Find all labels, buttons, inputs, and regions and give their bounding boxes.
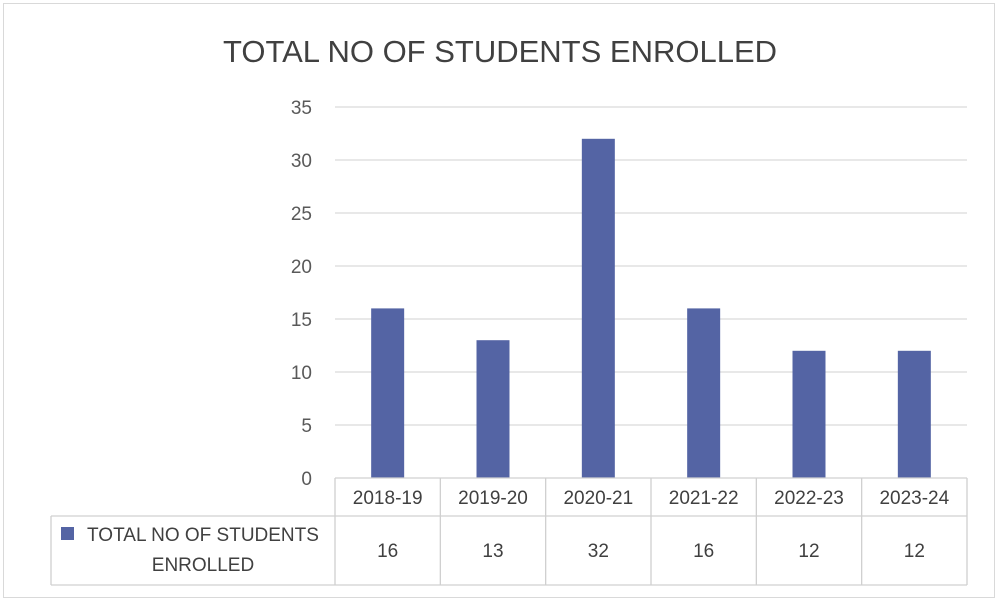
category-label: 2020-21: [563, 488, 633, 509]
y-tick-label: 20: [291, 257, 312, 278]
y-tick-label: 15: [291, 310, 312, 331]
bar: [792, 350, 826, 478]
data-table-value: 13: [482, 541, 503, 562]
category-label: 2023-24: [879, 488, 949, 509]
legend-label-line-2: ENROLLED: [152, 555, 254, 576]
bar: [371, 308, 405, 478]
y-tick-label: 30: [291, 151, 312, 172]
category-label: 2019-20: [458, 488, 528, 509]
y-axis-tick-labels: 0 5 10 15 20 25 30 35: [291, 98, 312, 490]
data-table-value: 12: [904, 541, 925, 562]
bar: [581, 138, 615, 479]
bar: [687, 308, 721, 478]
y-tick-label: 0: [301, 469, 312, 490]
bars: [371, 138, 931, 479]
data-table-value: 16: [377, 541, 398, 562]
bar: [476, 340, 510, 478]
bar: [897, 350, 931, 478]
category-label: 2021-22: [669, 488, 739, 509]
data-table-value: 16: [693, 541, 714, 562]
y-tick-label: 25: [291, 204, 312, 225]
data-table: 2018-19 2019-20 2020-21 2021-22 2022-23 2023-…: [50, 477, 968, 586]
data-table-value: 32: [588, 541, 609, 562]
y-tick-label: 5: [301, 416, 312, 437]
chart-title: TOTAL NO OF STUDENTS ENROLLED: [223, 34, 777, 69]
y-tick-label: 10: [291, 363, 312, 384]
category-label: 2022-23: [774, 488, 844, 509]
legend-label-line-1: TOTAL NO OF STUDENTS: [87, 525, 319, 546]
category-label: 2018-19: [353, 488, 423, 509]
data-table-value: 12: [798, 541, 819, 562]
gridlines: [335, 106, 967, 426]
y-tick-label: 35: [291, 98, 312, 119]
legend: TOTAL NO OF STUDENTS ENROLLED: [61, 525, 319, 576]
chart-frame: [3, 3, 995, 598]
legend-swatch: [61, 527, 74, 540]
